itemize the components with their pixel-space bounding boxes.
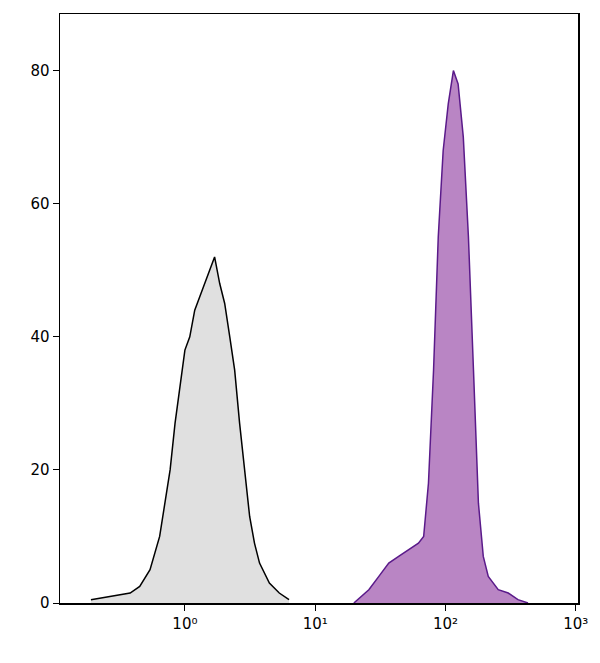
svg-text:10²: 10² (433, 615, 458, 633)
svg-text:60: 60 (30, 195, 49, 213)
svg-text:10³: 10³ (563, 615, 588, 633)
svg-text:40: 40 (30, 328, 49, 346)
svg-text:10⁰: 10⁰ (172, 615, 197, 633)
svg-text:10¹: 10¹ (303, 615, 328, 633)
svg-text:0: 0 (40, 594, 50, 612)
svg-text:80: 80 (30, 62, 49, 80)
svg-text:20: 20 (30, 461, 49, 479)
